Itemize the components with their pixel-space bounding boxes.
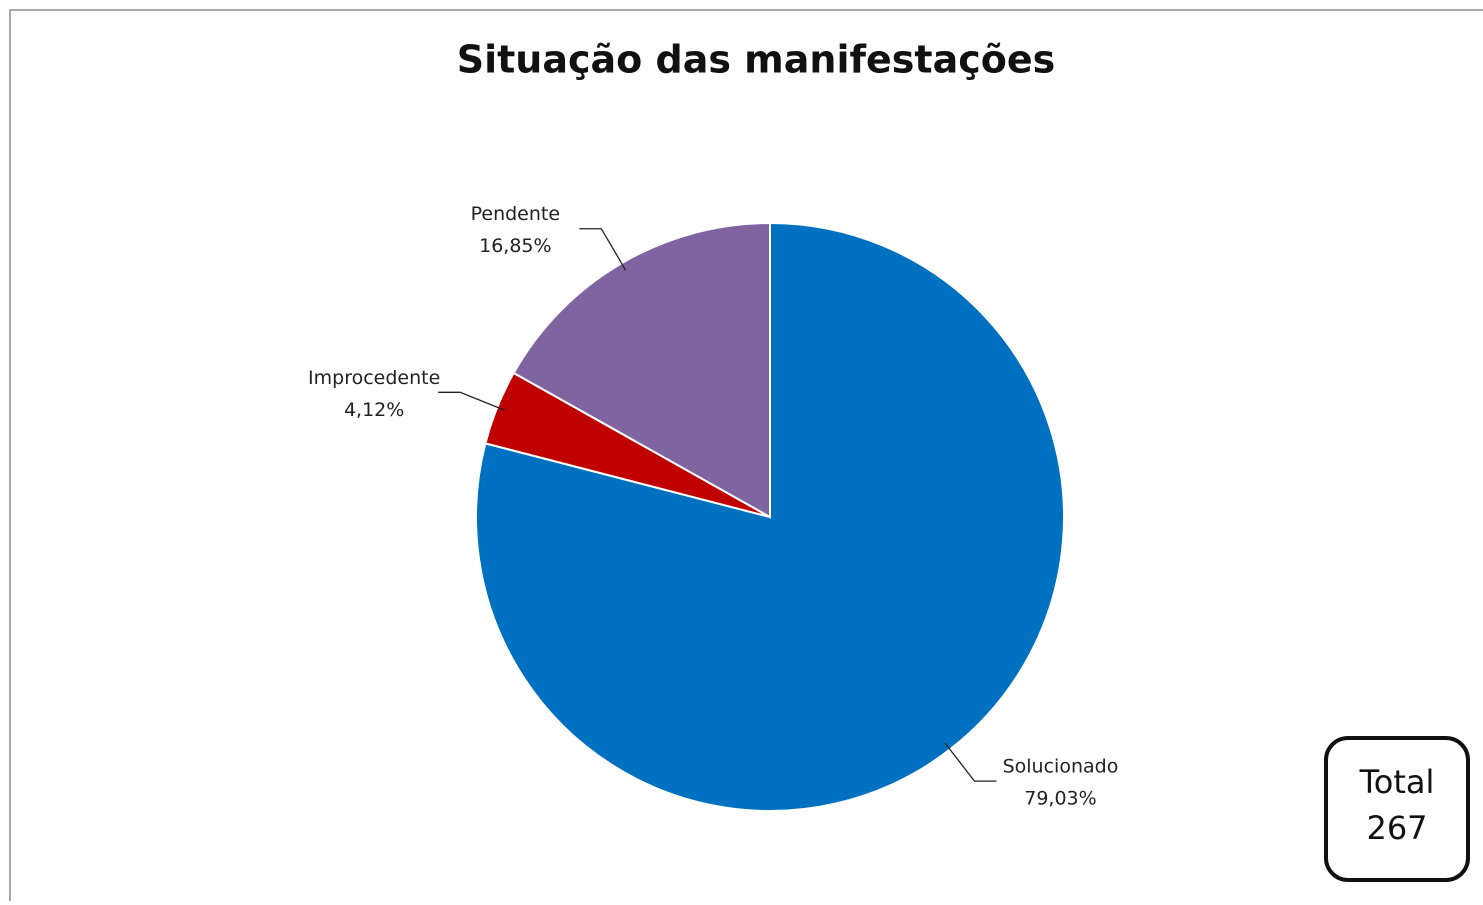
- slice-label: Solucionado: [1003, 756, 1119, 778]
- leader-line: [438, 391, 505, 411]
- leader-line: [944, 742, 997, 782]
- chart-title: Situação das manifestações: [457, 38, 1056, 82]
- slice-label: Pendente: [471, 203, 560, 225]
- total-label: Total: [1359, 763, 1435, 801]
- slice-value-label: 16,85%: [479, 235, 551, 257]
- slice-label: Improcedente: [308, 367, 440, 389]
- slice-value-label: 79,03%: [1024, 788, 1096, 810]
- leader-line: [579, 228, 627, 271]
- total-box: [1324, 736, 1470, 882]
- total-value: 267: [1366, 809, 1427, 847]
- slice-value-label: 4,12%: [344, 399, 404, 421]
